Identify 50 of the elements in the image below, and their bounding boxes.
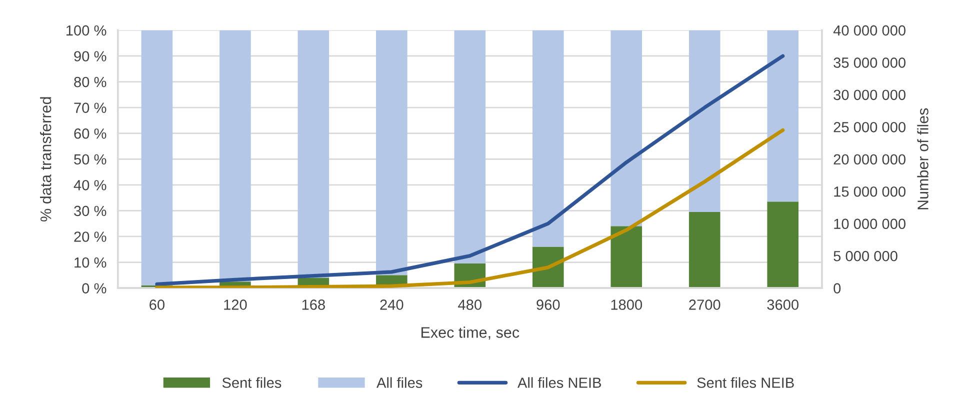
x-tick-label: 120 [224, 300, 247, 310]
x-tick-label: 1800 [611, 300, 642, 310]
y-tick-label: 0 % [82, 283, 106, 294]
y-tick-label: 10 % [74, 257, 106, 268]
x-tick-label: 2700 [689, 300, 720, 310]
bar [220, 30, 251, 282]
y2-tick-label: 0 [834, 283, 841, 294]
bar [454, 30, 486, 264]
bar [610, 30, 642, 226]
x-tick-label: 480 [458, 300, 482, 310]
y-tick-label: 50 % [74, 154, 106, 165]
bar [298, 30, 330, 278]
y2-tick-label: 15 000 000 [834, 186, 906, 197]
legend-label: Sent files [222, 377, 282, 388]
legend-label: All files [376, 377, 422, 388]
x-tick-label: 240 [380, 300, 404, 310]
bar [767, 30, 798, 202]
bar [610, 226, 642, 288]
y2-tick-label: 5 000 000 [834, 250, 898, 262]
bar [532, 30, 564, 247]
bar [688, 212, 720, 288]
y2-tick-label: 10 000 000 [834, 218, 906, 230]
y-tick-label: 40 % [74, 180, 106, 190]
x-axis-title: Exec time, sec [421, 326, 520, 340]
y-axis-title: % data transferred [40, 97, 52, 222]
x-tick-label: 960 [536, 300, 560, 310]
y-tick-label: 80 % [74, 76, 106, 88]
x-tick-label: 3600 [767, 300, 798, 310]
bar [141, 30, 173, 286]
bar [376, 30, 408, 276]
x-tick-label: 168 [302, 300, 325, 310]
legend-label: Sent files NEIB [697, 377, 794, 388]
bar [688, 30, 720, 212]
x-tick-label: 60 [150, 300, 164, 310]
y-tick-label: 20 % [74, 232, 106, 242]
y2-tick-label: 35 000 000 [834, 58, 906, 68]
y-tick-label: 90 % [74, 51, 106, 62]
y-tick-label: 30 % [74, 206, 106, 216]
y-tick-label: 60 % [74, 128, 106, 139]
line-series [155, 128, 785, 288]
bar [767, 202, 798, 288]
line-series [155, 54, 785, 286]
y2-tick-label: 40 000 000 [833, 25, 906, 36]
y2-tick-label: 20 000 000 [834, 154, 906, 165]
y2-axis-title: Number of files [917, 108, 928, 210]
y-tick-label: 70 % [74, 102, 106, 113]
y2-tick-label: 30 000 000 [834, 90, 906, 100]
y2-tick-label: 25 000 000 [834, 122, 906, 132]
y-tick-label: 100 % [66, 25, 106, 36]
legend-label: All files NEIB [518, 377, 601, 388]
